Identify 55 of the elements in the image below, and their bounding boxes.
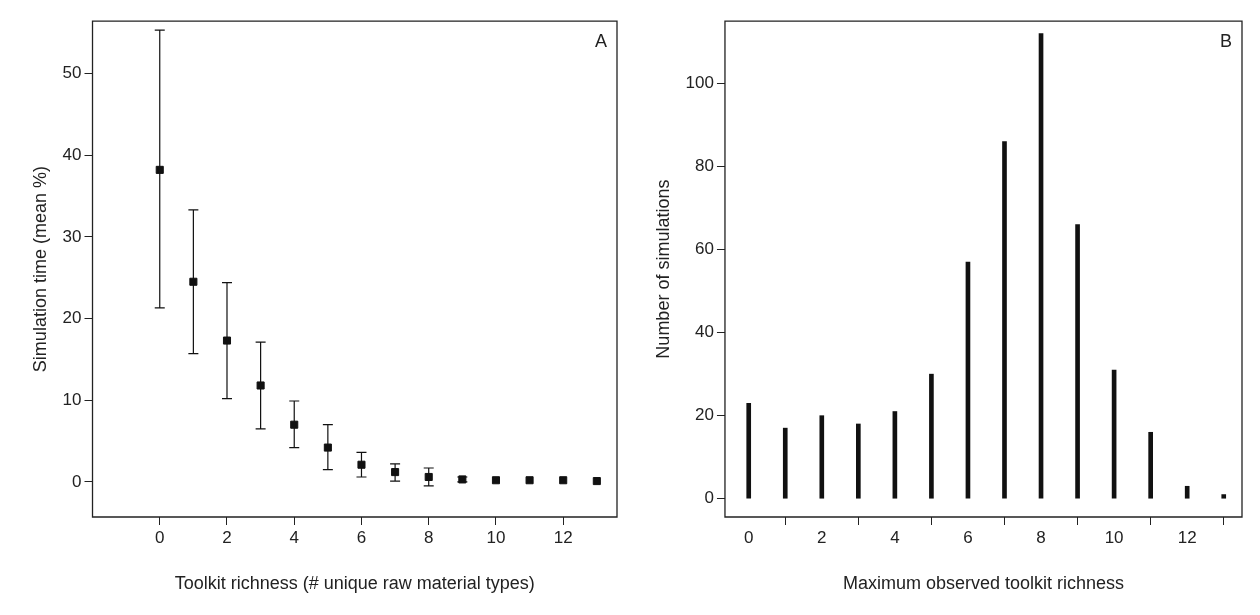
y-axis-title: Number of simulations bbox=[652, 179, 673, 359]
x-tick-label: 4 bbox=[289, 527, 299, 547]
y-tick-label: 40 bbox=[62, 144, 82, 164]
point bbox=[424, 472, 433, 482]
point bbox=[357, 460, 366, 469]
y-tick-label: 20 bbox=[695, 405, 714, 425]
y-tick-label: 80 bbox=[695, 156, 714, 176]
y-tick-label: 100 bbox=[685, 73, 714, 93]
x-tick-label: 12 bbox=[1177, 527, 1197, 547]
x-tick-label: 2 bbox=[222, 527, 232, 547]
y-tick-label: 50 bbox=[62, 63, 82, 83]
point bbox=[155, 165, 164, 174]
point bbox=[592, 477, 601, 486]
bar bbox=[1184, 485, 1190, 499]
x-tick-label: 6 bbox=[963, 527, 973, 547]
point bbox=[290, 420, 299, 429]
bar bbox=[929, 373, 934, 499]
y-axis-title: Simulation time (mean %) bbox=[29, 166, 50, 373]
bar bbox=[1221, 494, 1227, 499]
x-tick-label: 0 bbox=[155, 527, 165, 547]
bar bbox=[1002, 141, 1007, 499]
y-tick-label: 30 bbox=[62, 226, 82, 246]
y-tick-label: 0 bbox=[72, 471, 82, 491]
x-tick-label: 12 bbox=[553, 527, 573, 547]
x-tick-label: 0 bbox=[743, 527, 754, 547]
x-tick-label: 2 bbox=[817, 527, 827, 547]
x-tick-label: 10 bbox=[486, 527, 506, 547]
bar bbox=[1075, 224, 1080, 499]
y-tick-label: 20 bbox=[62, 308, 82, 328]
bar bbox=[782, 427, 788, 499]
x-tick-label: 10 bbox=[1104, 527, 1124, 547]
point bbox=[189, 277, 198, 286]
y-tick-label: 60 bbox=[695, 239, 714, 259]
x-tick-label: 6 bbox=[356, 527, 367, 547]
bar bbox=[819, 415, 825, 499]
bar bbox=[856, 423, 861, 499]
bar bbox=[746, 402, 752, 499]
point bbox=[525, 476, 534, 485]
y-tick-label: 40 bbox=[695, 322, 714, 342]
annotation: B bbox=[1219, 31, 1232, 52]
y-tick-label: 10 bbox=[62, 389, 82, 409]
x-tick-label: 8 bbox=[423, 527, 434, 547]
point bbox=[491, 476, 500, 485]
x-tick-label: 4 bbox=[890, 527, 900, 547]
point bbox=[323, 443, 332, 452]
annotation: A bbox=[594, 31, 607, 52]
point bbox=[222, 336, 232, 345]
point bbox=[391, 468, 400, 477]
y-tick-label: 0 bbox=[704, 488, 714, 508]
point bbox=[559, 476, 568, 485]
bar bbox=[1148, 431, 1153, 499]
point bbox=[256, 381, 265, 390]
x-axis-title: Toolkit richness (# unique raw material types) bbox=[174, 573, 535, 594]
x-tick-label: 8 bbox=[1036, 527, 1046, 547]
x-axis-title: Maximum observed toolkit richness bbox=[842, 573, 1125, 594]
